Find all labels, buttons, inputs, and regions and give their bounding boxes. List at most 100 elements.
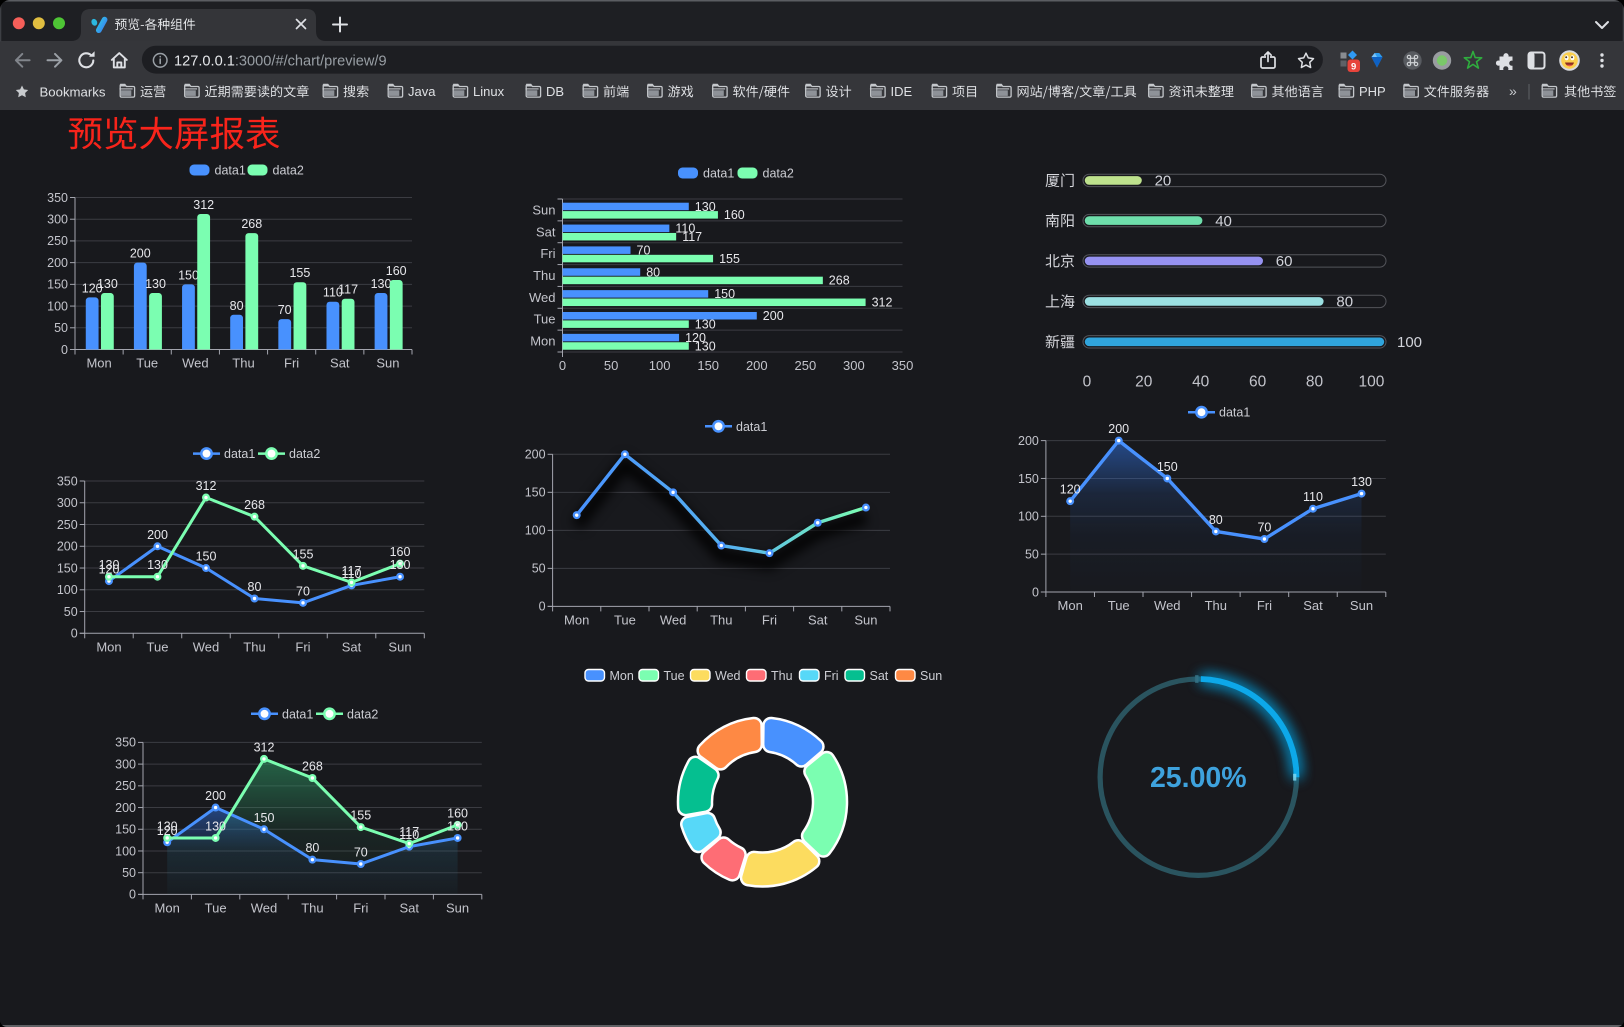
svg-text:Sun: Sun: [532, 202, 555, 217]
svg-text:350: 350: [892, 358, 914, 373]
svg-text:268: 268: [241, 217, 262, 231]
svg-text:350: 350: [115, 736, 136, 750]
svg-text:Fri: Fri: [284, 356, 299, 371]
svg-text:Thu: Thu: [710, 612, 732, 627]
svg-text:Mon: Mon: [1058, 598, 1083, 613]
svg-text:300: 300: [843, 358, 865, 373]
svg-text:Sat: Sat: [870, 669, 889, 683]
svg-text:Sun: Sun: [920, 669, 942, 683]
svg-text:130: 130: [695, 200, 716, 214]
svg-text:127.0.0.1:3000/#/chart/preview: 127.0.0.1:3000/#/chart/preview/9: [174, 53, 387, 69]
svg-text:160: 160: [390, 545, 411, 559]
svg-text:Tue: Tue: [136, 356, 158, 371]
svg-text:data2: data2: [273, 164, 304, 178]
svg-text:120: 120: [157, 824, 178, 838]
svg-text:130: 130: [205, 819, 226, 833]
svg-text:Thu: Thu: [1205, 598, 1227, 613]
svg-text:250: 250: [115, 779, 136, 793]
svg-text:200: 200: [130, 247, 151, 261]
svg-text:120: 120: [99, 563, 120, 577]
svg-text:Linux: Linux: [473, 84, 505, 99]
svg-text:data1: data1: [703, 167, 734, 181]
svg-text:350: 350: [47, 191, 68, 205]
svg-text:IDE: IDE: [891, 84, 913, 99]
svg-text:120: 120: [1060, 483, 1081, 497]
svg-text:312: 312: [872, 296, 893, 310]
svg-text:100: 100: [115, 844, 136, 858]
svg-text:150: 150: [178, 268, 199, 282]
svg-text:110: 110: [342, 567, 362, 581]
svg-text:40: 40: [1215, 213, 1232, 230]
svg-text:155: 155: [293, 547, 314, 561]
svg-text:100: 100: [1397, 334, 1422, 351]
svg-text:data1: data1: [224, 447, 255, 461]
svg-text:Wed: Wed: [193, 639, 220, 654]
svg-text:Java: Java: [408, 84, 436, 99]
svg-text:200: 200: [57, 540, 78, 554]
svg-text:Tue: Tue: [205, 900, 227, 915]
svg-text:60: 60: [1249, 374, 1267, 391]
svg-text:80: 80: [646, 265, 660, 279]
svg-text:»: »: [1509, 83, 1517, 99]
svg-text:120: 120: [685, 331, 706, 345]
svg-text:Tue: Tue: [147, 639, 169, 654]
svg-text:120: 120: [82, 281, 103, 295]
svg-text:350: 350: [57, 474, 78, 488]
svg-text:130: 130: [145, 277, 166, 291]
svg-text:50: 50: [122, 866, 136, 880]
svg-text:117: 117: [342, 564, 362, 578]
svg-text:0: 0: [1032, 585, 1039, 599]
svg-text:Fri: Fri: [1257, 598, 1272, 613]
svg-text:50: 50: [604, 358, 618, 373]
svg-text:Thu: Thu: [771, 669, 793, 683]
svg-text:150: 150: [47, 278, 68, 292]
svg-text:70: 70: [278, 303, 292, 317]
svg-text:50: 50: [64, 605, 78, 619]
svg-text:data2: data2: [347, 707, 378, 721]
svg-text:0: 0: [559, 358, 566, 373]
svg-text:200: 200: [1018, 434, 1039, 448]
svg-text:Thu: Thu: [301, 900, 323, 915]
svg-text:155: 155: [289, 266, 310, 280]
svg-text:Tue: Tue: [534, 312, 556, 327]
svg-text:130: 130: [695, 339, 716, 353]
svg-text:80: 80: [1209, 513, 1223, 527]
svg-text:0: 0: [61, 343, 68, 357]
svg-text:data2: data2: [763, 167, 794, 181]
svg-text:150: 150: [697, 358, 719, 373]
svg-text:0: 0: [129, 888, 136, 902]
svg-text:80: 80: [305, 841, 319, 855]
svg-text:Tue: Tue: [614, 612, 636, 627]
svg-text:312: 312: [193, 198, 214, 212]
svg-text:Wed: Wed: [715, 669, 741, 683]
svg-text:150: 150: [525, 486, 546, 500]
svg-text:0: 0: [1083, 374, 1092, 391]
svg-text:Fri: Fri: [824, 669, 839, 683]
svg-text:160: 160: [447, 806, 468, 820]
svg-text:Sun: Sun: [1350, 598, 1373, 613]
svg-text:Thu: Thu: [243, 639, 265, 654]
svg-text:Mon: Mon: [86, 356, 111, 371]
svg-text:130: 130: [371, 277, 392, 291]
svg-text:Tue: Tue: [664, 669, 685, 683]
svg-text:100: 100: [57, 583, 78, 597]
svg-text:Mon: Mon: [530, 334, 555, 349]
svg-text:Mon: Mon: [610, 669, 634, 683]
svg-text:130: 130: [1351, 475, 1372, 489]
svg-text:150: 150: [1157, 460, 1178, 474]
svg-text:50: 50: [1025, 547, 1039, 561]
svg-text:200: 200: [115, 801, 136, 815]
svg-text:200: 200: [746, 358, 768, 373]
svg-text:100: 100: [1358, 374, 1384, 391]
svg-text:70: 70: [1257, 521, 1271, 535]
svg-text:40: 40: [1192, 374, 1210, 391]
svg-text:Sat: Sat: [342, 639, 362, 654]
svg-text:110: 110: [1303, 490, 1323, 504]
svg-text:155: 155: [719, 252, 740, 266]
svg-text:Mon: Mon: [96, 639, 121, 654]
svg-text:Wed: Wed: [251, 900, 278, 915]
svg-text:150: 150: [115, 823, 136, 837]
svg-text:110: 110: [675, 222, 695, 236]
svg-text:Fri: Fri: [540, 246, 555, 261]
svg-text:0: 0: [71, 627, 78, 641]
